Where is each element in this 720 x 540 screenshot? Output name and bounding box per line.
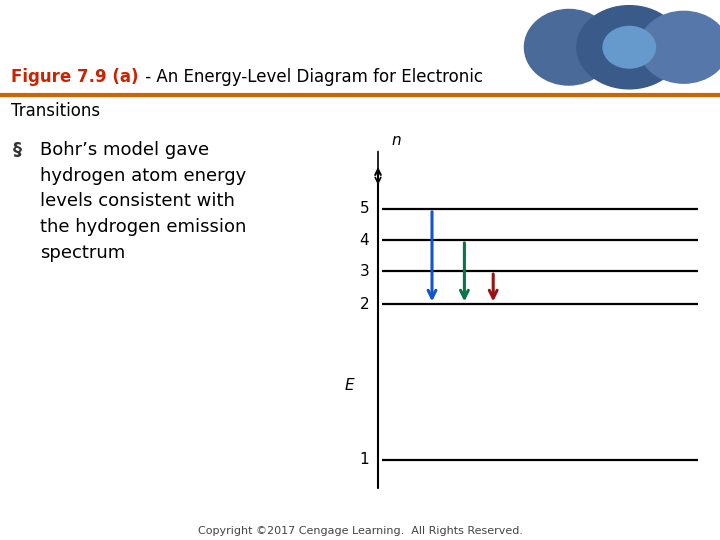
Ellipse shape (639, 11, 720, 83)
Text: Section 7.4: Section 7.4 (21, 17, 122, 36)
Text: 4: 4 (360, 233, 369, 247)
Ellipse shape (524, 10, 613, 85)
Text: Copyright ©2017 Cengage Learning.  All Rights Reserved.: Copyright ©2017 Cengage Learning. All Ri… (197, 525, 523, 536)
Text: 2: 2 (360, 297, 369, 312)
Text: §: § (13, 141, 22, 159)
Text: - An Energy-Level Diagram for Electronic: - An Energy-Level Diagram for Electronic (140, 68, 483, 86)
Text: Figure 7.9 (a): Figure 7.9 (a) (11, 68, 138, 86)
Text: E: E (344, 379, 354, 393)
Text: Bohr’s model gave
hydrogen atom energy
levels consistent with
the hydrogen emiss: Bohr’s model gave hydrogen atom energy l… (40, 141, 246, 262)
Text: 1: 1 (360, 453, 369, 467)
Text: 5: 5 (360, 201, 369, 217)
Ellipse shape (577, 5, 682, 89)
Text: 3: 3 (359, 264, 369, 279)
Text: n: n (391, 133, 401, 148)
Text: The Bohr Model: The Bohr Model (21, 59, 162, 77)
Ellipse shape (603, 26, 655, 68)
Text: Transitions: Transitions (11, 102, 100, 120)
